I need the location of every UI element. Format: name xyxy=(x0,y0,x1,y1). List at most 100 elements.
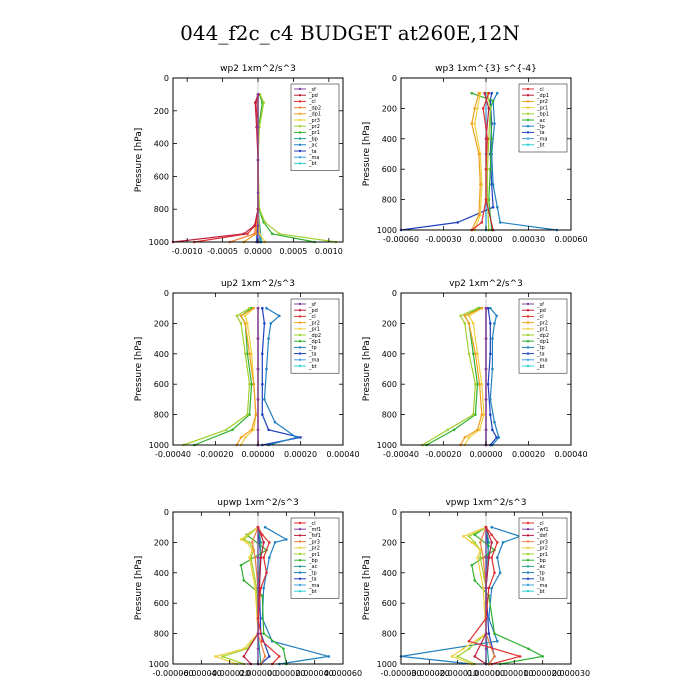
legend-label: _dp1 xyxy=(308,112,321,118)
data-point xyxy=(479,541,482,544)
x-tick-label: 0.000000 xyxy=(239,669,277,678)
panel-title: up2 1xm^2/s^3 xyxy=(221,279,295,289)
data-point xyxy=(456,655,460,658)
data-point xyxy=(495,436,498,439)
data-point xyxy=(490,586,494,590)
data-point xyxy=(214,655,217,658)
legend-label: _bp xyxy=(308,136,318,142)
legend-label: _ma xyxy=(536,136,547,142)
data-point xyxy=(467,639,471,643)
data-point xyxy=(477,91,481,95)
legend-marker xyxy=(526,521,530,525)
legend-marker xyxy=(526,302,530,306)
y-axis-label: Pressure [hPa] xyxy=(362,337,372,402)
data-point xyxy=(480,306,484,310)
legend-marker xyxy=(298,521,302,525)
legend-marker xyxy=(526,559,530,562)
x-tick-label: 0.000060 xyxy=(324,669,362,678)
legend-entry: _ta xyxy=(522,577,545,583)
data-point xyxy=(265,367,268,371)
data-point xyxy=(246,232,249,236)
data-point xyxy=(484,337,488,340)
legend-entry: _ma xyxy=(522,583,547,589)
data-point xyxy=(239,436,243,439)
data-point xyxy=(490,556,494,559)
data-point xyxy=(486,382,490,386)
data-point xyxy=(462,535,465,538)
legend-entry: _sf xyxy=(522,302,544,308)
series-sf xyxy=(256,306,260,447)
legend-marker xyxy=(526,528,530,531)
legend: _sf_pd_cl_dp2_dp1_pr3_pr2_pr1_bp_ac_ta_m… xyxy=(290,83,340,171)
data-point xyxy=(242,655,246,658)
legend-label: _pd xyxy=(536,308,546,314)
x-tick-label: 0.0005 xyxy=(279,247,307,256)
data-point xyxy=(256,191,260,195)
legend-label: _pr2 xyxy=(308,546,320,552)
series-cl xyxy=(256,525,281,666)
x-tick-label: -0.000040 xyxy=(181,669,222,678)
y-tick-label: 200 xyxy=(154,107,169,116)
y-tick-label: 1000 xyxy=(149,660,169,669)
legend-label: _ma xyxy=(536,583,547,589)
data-point xyxy=(239,563,243,567)
legend-entry: _ta xyxy=(294,577,317,583)
legend-label: _dp1 xyxy=(536,339,549,345)
data-point xyxy=(258,232,261,236)
y-tick-label: 200 xyxy=(382,319,397,328)
data-point xyxy=(474,382,477,386)
legend-marker xyxy=(298,540,302,543)
legend-entry: _ac xyxy=(294,564,318,570)
legend-entry: _cl xyxy=(294,521,316,527)
legend-label: _wf1 xyxy=(536,527,549,533)
legend-entry: _dp1 xyxy=(294,112,321,118)
data-point xyxy=(262,632,266,635)
data-point xyxy=(496,541,499,544)
data-point xyxy=(263,398,266,401)
legend-label: _cl xyxy=(536,521,544,527)
data-point xyxy=(261,306,264,310)
data-point xyxy=(470,563,474,567)
data-point xyxy=(476,428,479,432)
legend-label: _sf xyxy=(536,302,544,308)
legend-label: _ta xyxy=(536,130,545,136)
x-tick-label: 0.000040 xyxy=(296,669,334,678)
legend-label: _pr3 xyxy=(308,539,320,545)
y-tick-label: 200 xyxy=(154,319,169,328)
data-point xyxy=(463,322,467,325)
legend-entry: _tp xyxy=(522,345,545,351)
data-point xyxy=(473,107,477,110)
data-point xyxy=(256,617,260,620)
data-point xyxy=(263,655,267,658)
y-tick-label: 400 xyxy=(154,569,169,578)
legend-marker xyxy=(298,358,302,361)
data-point xyxy=(242,579,246,582)
data-point xyxy=(452,428,456,432)
x-tick-label: 0.000020 xyxy=(524,669,562,678)
legend-label: _cl xyxy=(308,314,316,320)
y-tick-label: 200 xyxy=(382,104,397,113)
data-point xyxy=(252,382,256,386)
data-point xyxy=(265,571,268,575)
data-point xyxy=(463,314,467,318)
legend-marker xyxy=(526,358,530,361)
data-point xyxy=(259,586,263,590)
series-line xyxy=(471,526,545,665)
series-pr2 xyxy=(450,525,488,666)
legend-marker xyxy=(526,333,530,337)
legend-label: _bt xyxy=(536,589,545,595)
data-point xyxy=(265,306,268,310)
data-point xyxy=(278,314,281,318)
series-sf xyxy=(256,93,260,244)
legend-marker xyxy=(526,590,530,593)
data-point xyxy=(487,107,491,110)
legend-label: _pr2 xyxy=(308,124,320,130)
x-tick-label: -0.00020 xyxy=(426,450,462,459)
data-point xyxy=(481,107,485,110)
series-pr2 xyxy=(235,306,258,447)
legend-entry: _bp xyxy=(294,558,318,564)
data-point xyxy=(259,541,263,544)
series-pr2 xyxy=(459,306,484,447)
